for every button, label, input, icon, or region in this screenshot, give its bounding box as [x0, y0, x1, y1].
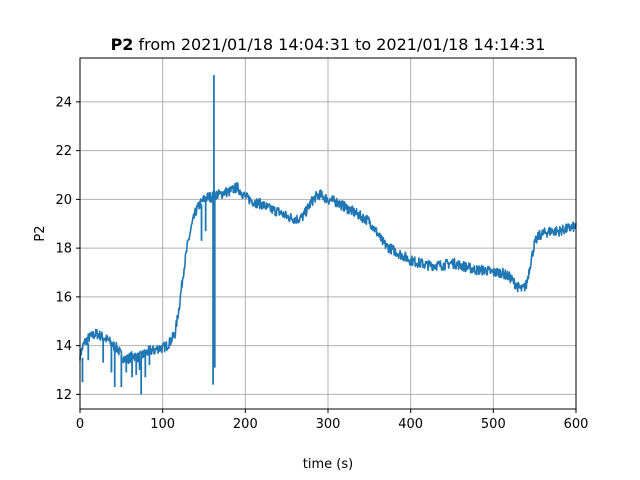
chart-title-rest: from 2021/01/18 14:04:31 to 2021/01/18 1…: [133, 35, 545, 54]
x-tick-label: 400: [398, 417, 423, 432]
axis-ticks: 0 100 200 300 400 500 600 12 14 16 18 20 22 24: [55, 95, 588, 432]
x-tick-label: 100: [150, 417, 175, 432]
x-axis-label: time (s): [303, 457, 353, 472]
x-tick-label: 300: [316, 417, 341, 432]
y-tick-label: 22: [55, 144, 72, 159]
y-tick-label: 20: [55, 193, 72, 208]
y-tick-label: 16: [55, 290, 72, 305]
chart-title: P2 from 2021/01/18 14:04:31 to 2021/01/1…: [111, 35, 546, 54]
y-tick-label: 14: [55, 339, 72, 354]
y-axis-label: P2: [33, 225, 48, 241]
x-tick-label: 0: [76, 417, 84, 432]
grid: [79, 58, 577, 409]
chart-title-bold: P2: [111, 35, 134, 54]
y-tick-label: 18: [55, 242, 72, 257]
y-tick-label: 24: [55, 95, 72, 110]
x-tick-label: 200: [233, 417, 258, 432]
plot-area: [79, 75, 577, 395]
y-tick-label: 12: [55, 388, 72, 403]
x-tick-label: 500: [481, 417, 506, 432]
series-line: [79, 181, 577, 365]
x-tick-label: 600: [564, 417, 589, 432]
